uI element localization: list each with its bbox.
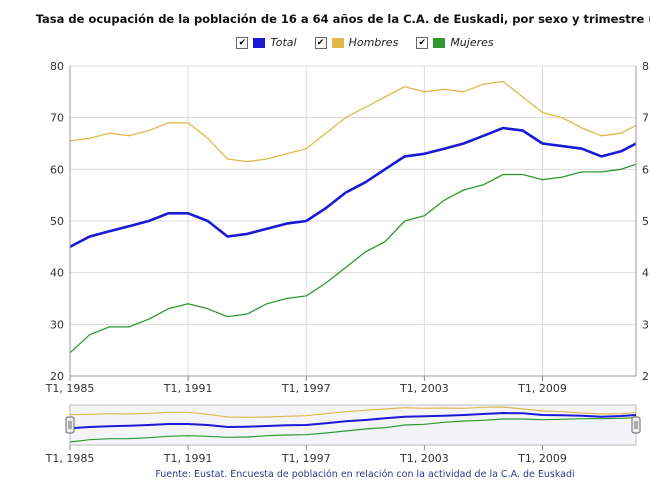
- legend-swatch-total: [253, 37, 266, 48]
- y-tick-label: 70: [50, 112, 64, 125]
- y-right-tick-label: 4: [642, 267, 649, 280]
- legend-item-mujeres[interactable]: ✔ Mujeres: [416, 36, 494, 49]
- legend-checkbox-mujeres[interactable]: ✔: [416, 36, 429, 49]
- legend-swatch-mujeres: [433, 37, 446, 48]
- navigator-tick-label: T1, 1985: [45, 452, 95, 465]
- y-right-tick-label: 5: [642, 215, 649, 228]
- legend-checkbox-total[interactable]: ✔: [236, 36, 249, 49]
- y-right-tick-label: 3: [642, 318, 649, 331]
- x-tick-label: T1, 1991: [163, 382, 213, 395]
- x-tick-label: T1, 2003: [399, 382, 449, 395]
- navigator-line-total: [69, 411, 637, 430]
- navigator-handle-right[interactable]: [631, 416, 641, 434]
- y-tick-label: 60: [50, 163, 64, 176]
- legend: ✔ Total ✔ Hombres ✔ Mujeres: [40, 36, 650, 49]
- navigator-handle-left[interactable]: [65, 416, 75, 434]
- x-tick-label: T1, 1985: [45, 382, 95, 395]
- navigator-panel[interactable]: [69, 404, 637, 446]
- legend-item-hombres[interactable]: ✔ Hombres: [314, 36, 399, 49]
- navigator-line-hombres: [69, 406, 637, 418]
- legend-label-total: Total: [270, 36, 297, 49]
- y-right-tick-label: 7: [642, 112, 649, 125]
- navigator-tick-label: T1, 2003: [399, 452, 449, 465]
- y-tick-label: 40: [50, 267, 64, 280]
- series-line-mujeres: [69, 163, 637, 354]
- legend-label-mujeres: Mujeres: [450, 36, 494, 49]
- legend-swatch-hombres: [331, 37, 344, 48]
- x-tick-label: T1, 2009: [517, 382, 567, 395]
- series-line-hombres: [69, 80, 637, 163]
- legend-label-hombres: Hombres: [348, 36, 399, 49]
- x-tick-label: T1, 1997: [281, 382, 331, 395]
- y-right-tick-label: 8: [642, 60, 649, 73]
- chart-title: Tasa de ocupación de la población de 16 …: [35, 12, 650, 26]
- source-note: Fuente: Eustat. Encuesta de población en…: [155, 469, 575, 480]
- y-tick-label: 30: [50, 318, 64, 331]
- y-right-tick-label: 6: [642, 163, 649, 176]
- y-tick-label: 80: [50, 60, 64, 73]
- legend-checkbox-hombres[interactable]: ✔: [314, 36, 327, 49]
- navigator-line-mujeres: [69, 417, 637, 443]
- y-tick-label: 20: [50, 370, 64, 383]
- navigator-tick-label: T1, 1991: [163, 452, 213, 465]
- navigator-tick-label: T1, 1997: [281, 452, 331, 465]
- series-line-total: [69, 126, 637, 248]
- legend-item-total[interactable]: ✔ Total: [236, 36, 297, 49]
- navigator-tick-label: T1, 2009: [517, 452, 567, 465]
- y-right-tick-label: 2: [642, 370, 649, 383]
- y-tick-label: 50: [50, 215, 64, 228]
